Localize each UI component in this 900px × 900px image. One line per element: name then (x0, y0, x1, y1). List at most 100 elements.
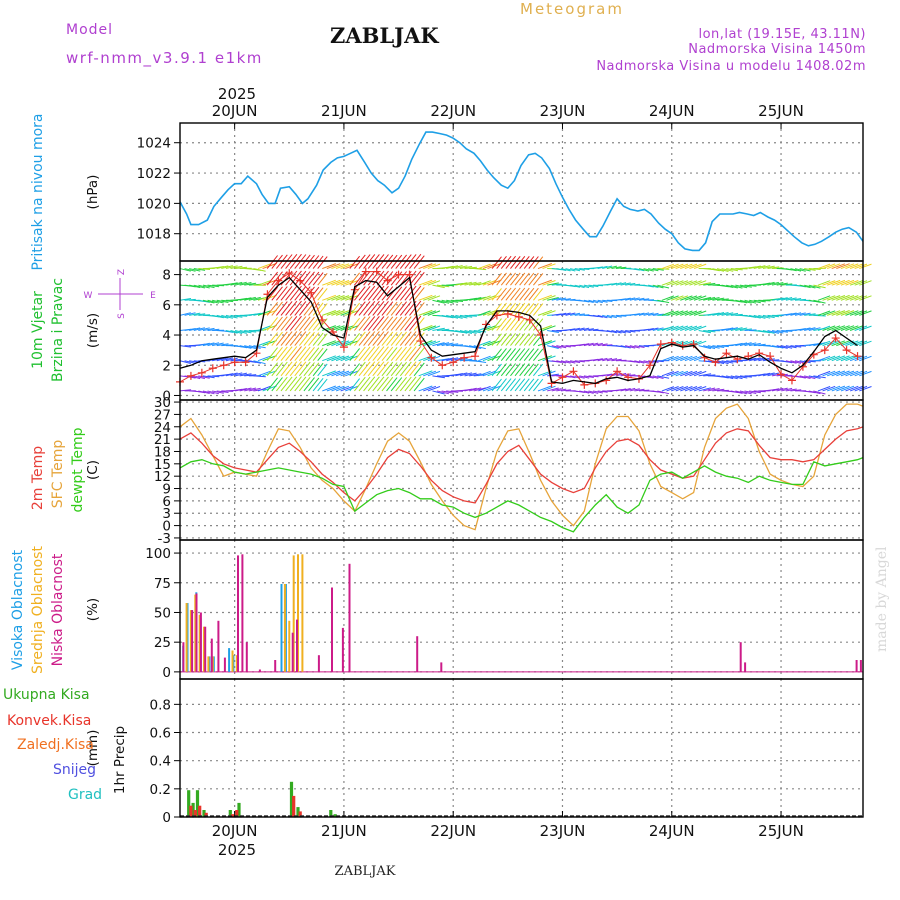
wind-barb (840, 295, 855, 301)
wind-barb (666, 295, 679, 301)
wind-barb (840, 310, 855, 316)
wind-barb (363, 346, 376, 362)
wind-barb (615, 372, 627, 377)
wind-barb (317, 348, 328, 362)
wind-barb (432, 342, 445, 347)
wind-barb (565, 312, 576, 316)
wind-barb (519, 333, 530, 346)
wind-barb (482, 279, 497, 286)
wind-barb (473, 360, 487, 363)
wind-barb (244, 374, 257, 377)
wind-barb (478, 280, 491, 286)
wind-barb (817, 386, 831, 392)
wind-barb (207, 390, 220, 395)
wind-barb (266, 301, 278, 316)
wind-barb (597, 357, 608, 362)
wind-barb (505, 287, 516, 301)
wind-barb (693, 325, 707, 331)
wind-barb (248, 360, 261, 364)
wind-barb (500, 287, 512, 301)
wind-barb (840, 325, 855, 331)
wind-barb (298, 301, 311, 316)
x-tick-label-bottom: 23JUN (540, 822, 586, 840)
wind-barb (849, 280, 863, 286)
cloud-mid-bar (189, 610, 192, 672)
wind-barb (629, 313, 640, 316)
wind-barb (666, 310, 679, 316)
wind-barb (547, 345, 559, 349)
wind-barb (592, 266, 603, 270)
wind-barb (716, 298, 729, 301)
wind-barb (730, 313, 743, 316)
wind-barb (225, 282, 238, 286)
wind-barb (528, 272, 539, 286)
wind-barb (533, 273, 544, 286)
wind-barb (335, 263, 350, 270)
wind-barb (436, 390, 450, 395)
wind-barb (395, 271, 407, 286)
wind-barb (275, 361, 288, 377)
wind-barb (606, 358, 618, 362)
unit-label: (%) (85, 598, 101, 621)
wind-barb (703, 330, 716, 333)
wind-barb (280, 376, 293, 392)
wind-barb (606, 265, 618, 270)
wind-barb (266, 347, 278, 362)
wind-barb (547, 387, 559, 392)
wind-barb (808, 299, 821, 303)
wind-barb (831, 355, 846, 362)
wind-barb (817, 340, 831, 347)
wind-barb (698, 296, 712, 301)
wind-barb (446, 314, 459, 319)
wind-barb (376, 361, 389, 377)
wind-barb (216, 357, 229, 362)
compass-west: W (84, 291, 93, 301)
wind-barb (611, 372, 622, 377)
wind-barb (189, 284, 201, 289)
wind-barb (427, 295, 441, 301)
wind-barb (312, 332, 324, 346)
wind-barb (413, 362, 425, 377)
wind-barb (602, 314, 613, 319)
wind-barb (680, 355, 693, 362)
wind-barb (822, 280, 836, 286)
wind-barb (762, 265, 775, 270)
wind-barb (409, 376, 422, 392)
wind-barb (500, 348, 512, 362)
wind-barb (427, 325, 441, 331)
wind-barb (790, 298, 802, 301)
wind-barb (271, 346, 283, 362)
wind-barb (817, 355, 831, 362)
wind-barb (285, 270, 298, 286)
wind-barb (335, 355, 350, 362)
wind-barb (808, 390, 821, 395)
wind-barb (523, 378, 535, 392)
wind-barb (221, 265, 234, 270)
wind-barb (239, 297, 252, 301)
gust-marker (208, 364, 217, 373)
precip-total-bar (187, 790, 191, 817)
wind-barb (189, 268, 201, 272)
cloud-mid-bar (297, 554, 299, 672)
wind-barb (693, 310, 707, 316)
altitude-label: Nadmorska Visina 1450m (688, 42, 866, 57)
wind-barb (657, 375, 670, 379)
wind-barb (739, 328, 752, 331)
wind-barb (625, 387, 636, 392)
gust-marker (613, 367, 622, 376)
wind-barb (620, 373, 631, 377)
wind-barb (312, 377, 324, 392)
wind-barb (298, 361, 311, 377)
temp-axis-title-3: dewpt Temp (70, 427, 86, 512)
wind-barb (212, 314, 224, 319)
wind-barb (216, 314, 229, 319)
wind-barb (376, 285, 389, 301)
wind-barb (326, 279, 341, 286)
meteogram-title: Meteogram (520, 0, 624, 18)
wind-barb (556, 345, 567, 349)
wind-barb (519, 272, 530, 286)
wind-barb (234, 345, 248, 349)
gust-marker (449, 358, 458, 367)
wind-barb (726, 360, 739, 363)
gust-marker (230, 358, 239, 367)
